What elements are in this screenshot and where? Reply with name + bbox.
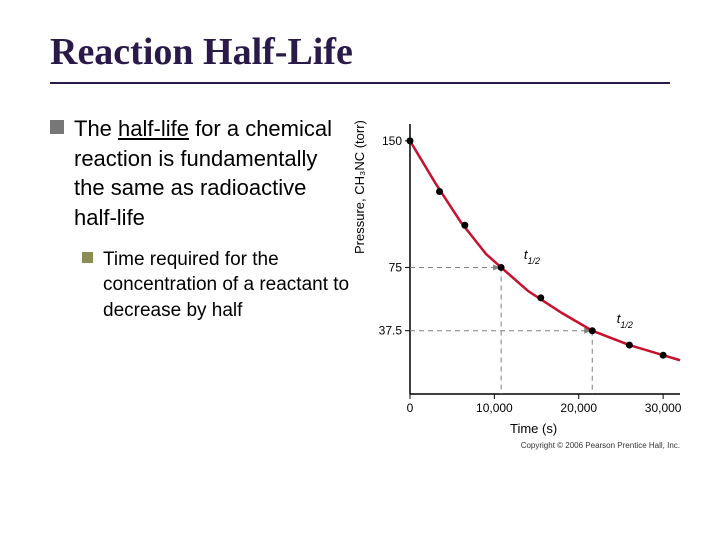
square-bullet-icon xyxy=(50,120,64,134)
bullet-level-2: Time required for the concentration of a… xyxy=(82,247,350,324)
text-column: The half-life for a chemical reaction is… xyxy=(50,114,350,324)
svg-text:20,000: 20,000 xyxy=(560,401,597,415)
slide-title: Reaction Half-Life xyxy=(50,30,670,84)
half-life-chart: 010,00020,00030,00037.575150t1/2t1/2 Pre… xyxy=(360,114,690,444)
svg-text:t1/2: t1/2 xyxy=(524,247,540,266)
svg-text:0: 0 xyxy=(407,401,414,415)
y-axis-label: Pressure, CH₃NC (torr) xyxy=(352,120,367,254)
bullet-2-text: Time required for the concentration of a… xyxy=(103,247,350,324)
svg-text:30,000: 30,000 xyxy=(645,401,682,415)
copyright-text: Copyright © 2006 Pearson Prentice Hall, … xyxy=(521,441,680,450)
chart-column: 010,00020,00030,00037.575150t1/2t1/2 Pre… xyxy=(360,114,670,324)
svg-text:t1/2: t1/2 xyxy=(617,311,633,330)
svg-text:150: 150 xyxy=(382,134,402,148)
x-axis-label: Time (s) xyxy=(510,421,557,436)
svg-text:10,000: 10,000 xyxy=(476,401,513,415)
square-bullet-icon xyxy=(82,252,93,263)
svg-text:75: 75 xyxy=(389,260,403,274)
bullet-1-text: The half-life for a chemical reaction is… xyxy=(74,114,350,233)
bullet-level-1: The half-life for a chemical reaction is… xyxy=(50,114,350,233)
svg-text:37.5: 37.5 xyxy=(379,324,403,338)
